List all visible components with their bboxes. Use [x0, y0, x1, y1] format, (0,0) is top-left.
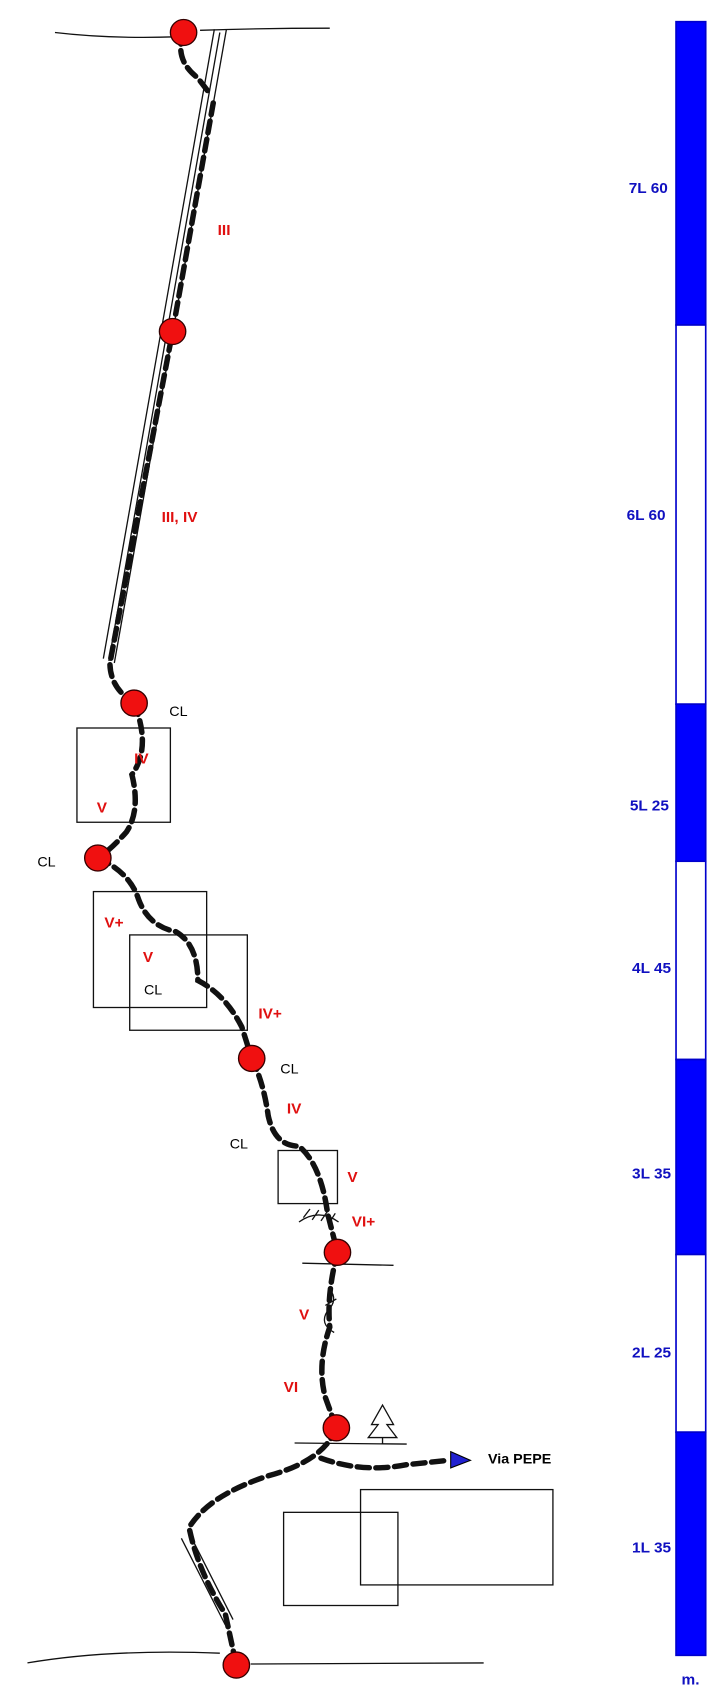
grade: III, IV — [162, 509, 199, 526]
pitch-label: 3L 35 — [632, 1166, 672, 1183]
terrain — [27, 27, 554, 1665]
grade: IV — [134, 751, 149, 768]
pitch-label: 1L 35 — [632, 1540, 672, 1557]
pitch-label: 7L 60 — [629, 180, 668, 197]
grade: IV — [287, 1101, 302, 1118]
grade: V — [97, 800, 108, 817]
scale-bar — [675, 20, 707, 1657]
pitch-label: 6L 60 — [627, 507, 666, 524]
grade: V — [143, 949, 154, 966]
grade: IV+ — [258, 1005, 282, 1022]
grade: III — [218, 222, 231, 239]
grade: V — [347, 1169, 358, 1186]
belay-label: CL — [280, 1062, 298, 1078]
belays — [83, 18, 352, 1679]
grade: VI+ — [352, 1213, 376, 1230]
belay-label: CL — [230, 1136, 248, 1152]
belay-label: CL — [144, 983, 162, 999]
scale-unit: m. — [682, 1672, 700, 1689]
route — [95, 29, 452, 1668]
belay-label: CL — [169, 704, 187, 720]
pitch-label: 5L 25 — [630, 797, 670, 814]
grade: V+ — [104, 914, 123, 931]
belay-label: CL — [37, 855, 55, 871]
grade: V — [299, 1307, 310, 1324]
grade: VI — [284, 1379, 299, 1396]
pitch-label: 2L 25 — [632, 1345, 672, 1362]
route-link: Via PEPE — [488, 1452, 551, 1468]
pitch-label: 4L 45 — [632, 960, 672, 977]
